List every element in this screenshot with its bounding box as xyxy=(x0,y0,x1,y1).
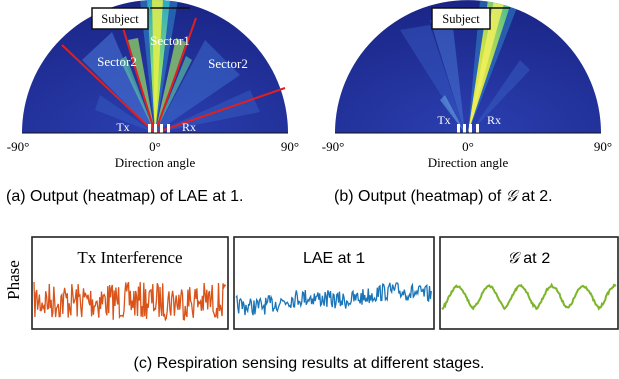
panel-a-heatmap: Subject Sector1 Sector2 Sector2 Tx Rx xyxy=(22,0,288,134)
axis-label-b: Direction angle xyxy=(428,155,509,170)
subject-box-a xyxy=(91,7,149,30)
antennas-b xyxy=(457,124,479,133)
antennas-a xyxy=(148,124,170,133)
signal-box-g xyxy=(439,236,619,330)
tick-right-a: 90° xyxy=(281,139,299,154)
tick-left-b: -90° xyxy=(322,139,345,154)
tx-label-b: Tx xyxy=(437,113,450,127)
subject-box-b xyxy=(431,7,491,30)
panel-b-heatmap: Subject Tx Rx xyxy=(335,0,601,133)
tick-left-a: -90° xyxy=(7,139,30,154)
sector2-right-label: Sector2 xyxy=(208,56,248,71)
sector-boundaries-a xyxy=(61,17,286,134)
interference-title: Tx Interference xyxy=(77,248,182,267)
tx-label-a: Tx xyxy=(116,120,129,134)
signal-box-lae xyxy=(233,236,435,330)
g-title: 𝒢 at 2 xyxy=(507,248,550,268)
signal-g-trace xyxy=(441,282,617,311)
tick-right-b: 90° xyxy=(594,139,612,154)
rx-label-b: Rx xyxy=(487,113,501,127)
rx-label-a: Rx xyxy=(182,120,196,134)
axis-label-a: Direction angle xyxy=(115,155,196,170)
signal-lae-trace xyxy=(235,282,432,316)
signal-box-interference xyxy=(31,236,229,330)
caption-b: (b) Output (heatmap) of 𝒢 at 2. xyxy=(334,186,553,205)
sector2-left-label: Sector2 xyxy=(97,54,137,69)
caption-c: (c) Respiration sensing results at diffe… xyxy=(134,355,485,372)
sector1-label: Sector1 xyxy=(150,33,190,48)
subject-label-b: Subject xyxy=(442,12,480,26)
phase-axis-label: Phase xyxy=(4,260,23,300)
lae-title: LAE at 1 xyxy=(303,250,365,268)
heatmap-a-beams xyxy=(82,0,260,133)
tick-center-a: 0° xyxy=(149,139,161,154)
heatmap-b-background xyxy=(335,0,601,133)
tick-center-b: 0° xyxy=(462,139,474,154)
caption-a: (a) Output (heatmap) of LAE at 1. xyxy=(6,188,243,205)
signal-interference-trace xyxy=(33,281,227,322)
heatmap-b-beams xyxy=(400,0,530,133)
subject-label-a: Subject xyxy=(101,12,139,26)
